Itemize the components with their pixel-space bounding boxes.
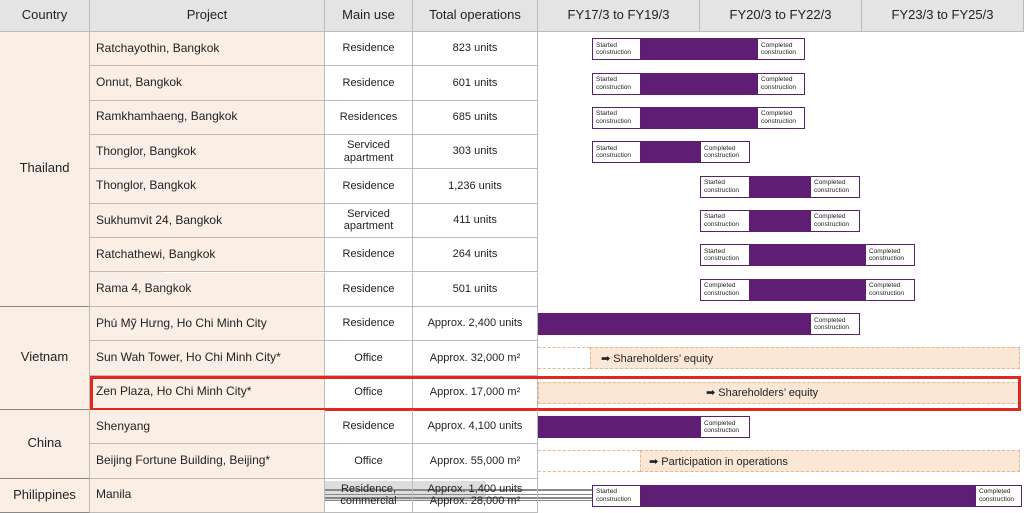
progress-bar (750, 278, 865, 301)
end-label: Completed construction (975, 484, 1022, 507)
progress-bar (641, 106, 757, 129)
project-cell: Sukhumvit 24, Bangkok (90, 203, 325, 239)
use-cell: Residence, commercial (325, 478, 413, 513)
start-label: Started construction (592, 38, 641, 61)
project-cell: Phú Mỹ Hưng, Ho Chi Minh City (90, 306, 325, 342)
total-cell: 823 units (413, 32, 538, 67)
progress-bar (750, 209, 810, 232)
project-cell: Thonglor, Bangkok (90, 169, 325, 204)
use-cell: Office (325, 341, 413, 376)
country-cell: China (0, 409, 90, 479)
group-line (0, 489, 934, 491)
end-label: Completed construction (757, 106, 805, 129)
use-cell: Residence (325, 409, 413, 445)
highlight-box (90, 375, 1021, 411)
group-line (0, 493, 934, 495)
project-cell: Thonglor, Bangkok (90, 135, 325, 170)
header-cell: FY20/3 to FY22/3 (700, 0, 862, 32)
project-cell: Manila (90, 478, 325, 513)
start-label: Started construction (700, 209, 750, 232)
group-line (0, 497, 934, 499)
total-cell: 1,236 units (413, 169, 538, 204)
use-cell: Office (325, 444, 413, 479)
start-label: Started construction (592, 141, 641, 164)
country-cell: Vietnam (0, 306, 90, 410)
end-label: Completed construction (865, 278, 915, 301)
progress-bar (641, 38, 757, 61)
start-label: Started construction (700, 175, 750, 198)
end-label: Completed construction (810, 313, 860, 336)
end-label: Completed construction (700, 416, 750, 439)
use-cell: Residence (325, 66, 413, 101)
header-cell: FY17/3 to FY19/3 (538, 0, 700, 32)
use-cell: Residence (325, 238, 413, 273)
total-cell: Approx. 4,100 units (413, 409, 538, 445)
start-label: Started construction (592, 72, 641, 95)
header-cell: Main use (325, 0, 413, 32)
country-cell: Philippines (0, 478, 90, 513)
header-cell: Project (90, 0, 325, 32)
use-cell: Serviced apartment (325, 135, 413, 170)
project-cell: Rama 4, Bangkok (90, 272, 325, 307)
total-cell: 685 units (413, 100, 538, 136)
use-cell: Serviced apartment (325, 203, 413, 239)
note-text: ➡ Participation in operations (649, 455, 788, 468)
end-label: Completed construction (757, 72, 805, 95)
total-cell: Approx. 32,000 m² (413, 341, 538, 376)
header-cell: Country (0, 0, 90, 32)
end-label: Completed construction (810, 175, 860, 198)
total-cell: 501 units (413, 272, 538, 307)
project-cell: Beijing Fortune Building, Beijing* (90, 444, 325, 479)
use-cell: Residences (325, 100, 413, 136)
start-label: Started construction (700, 244, 750, 267)
total-cell: 303 units (413, 135, 538, 170)
project-cell: Ratchathewi, Bangkok (90, 238, 325, 273)
progress-bar (750, 244, 865, 267)
note-text: ➡ Shareholders’ equity (706, 387, 819, 400)
progress-bar (641, 484, 975, 507)
total-cell: Approx. 1,400 units Approx. 28,000 m² (413, 478, 538, 513)
progress-bar (641, 72, 757, 95)
group-line (0, 499, 934, 501)
end-label: Completed construction (810, 209, 860, 232)
note-band: ➡ Shareholders’ equity (590, 347, 1020, 370)
start-label: Started construction (592, 484, 641, 507)
project-cell: Onnut, Bangkok (90, 66, 325, 101)
country-cell: Thailand (0, 32, 90, 307)
total-cell: Approx. 2,400 units (413, 306, 538, 342)
project-cell: Ramkhamhaeng, Bangkok (90, 100, 325, 136)
dotted-lead (538, 347, 590, 370)
note-band: ➡ Participation in operations (640, 450, 1020, 473)
dotted-lead (538, 450, 640, 473)
header-cell: FY23/3 to FY25/3 (862, 0, 1024, 32)
use-cell: Residence (325, 169, 413, 204)
end-label: Completed construction (757, 38, 805, 61)
start-label: Completed construction (700, 278, 750, 301)
total-cell: 601 units (413, 66, 538, 101)
note-text: ➡ Shareholders’ equity (601, 352, 714, 365)
end-label: Completed construction (865, 244, 915, 267)
progress-bar (641, 141, 700, 164)
use-cell: Residence (325, 272, 413, 307)
total-cell: 264 units (413, 238, 538, 273)
use-cell: Residence (325, 32, 413, 67)
progress-bar (538, 416, 700, 439)
progress-bar (750, 175, 810, 198)
end-label: Completed construction (700, 141, 750, 164)
project-cell: Shenyang (90, 409, 325, 445)
project-cell: Sun Wah Tower, Ho Chi Minh City* (90, 341, 325, 376)
note-band: ➡ Shareholders’ equity (538, 381, 1020, 404)
use-cell: Residence (325, 306, 413, 342)
header-cell: Total operations (413, 0, 538, 32)
total-cell: Approx. 55,000 m² (413, 444, 538, 479)
start-label: Started construction (592, 106, 641, 129)
total-cell: 411 units (413, 203, 538, 239)
progress-bar (538, 313, 810, 336)
project-cell: Ratchayothin, Bangkok (90, 32, 325, 67)
